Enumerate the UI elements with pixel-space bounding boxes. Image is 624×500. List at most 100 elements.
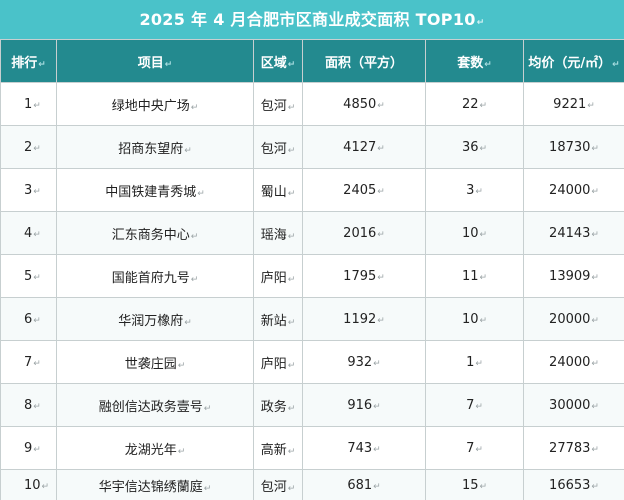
cell-project: 华润万橡府↵ [56, 297, 254, 341]
table-row: 7↵ 世袭庄园↵ 庐阳↵ 932↵ 1↵ 24000↵ [0, 340, 624, 384]
paragraph-mark-icon: ↵ [591, 481, 599, 492]
cell-project: 华宇信达锦绣蘭庭↵ [56, 469, 254, 500]
table-row: 1↵ 绿地中央广场↵ 包河↵ 4850↵ 22↵ 9221↵ [0, 82, 624, 126]
header-district: 区域↵ [253, 39, 303, 83]
cell-area: 932↵ [302, 340, 426, 384]
paragraph-mark-icon: ↵ [287, 102, 296, 113]
cell-units: 7↵ [425, 383, 524, 427]
paragraph-mark-icon: ↵ [177, 360, 186, 371]
cell-price: 24000↵ [523, 168, 624, 212]
table-title-text: 2025 年 4 月合肥市区商业成交面积 TOP10 [139, 10, 476, 29]
paragraph-mark-icon: ↵ [479, 229, 488, 240]
paragraph-mark-icon: ↵ [190, 231, 199, 242]
cell-rank: 7↵ [0, 340, 57, 384]
cell-project: 中国铁建青秀城↵ [56, 168, 254, 212]
cell-units: 36↵ [425, 125, 524, 169]
paragraph-mark-icon: ↵ [591, 401, 599, 412]
cell-price: 27783↵ [523, 426, 624, 470]
cell-rank: 5↵ [0, 254, 57, 298]
paragraph-mark-icon: ↵ [591, 358, 599, 369]
paragraph-mark-icon: ↵ [373, 401, 381, 412]
paragraph-mark-icon: ↵ [591, 143, 599, 154]
table-row: 3↵ 中国铁建青秀城↵ 蜀山↵ 2405↵ 3↵ 24000↵ [0, 168, 624, 212]
paragraph-mark-icon: ↵ [184, 317, 192, 328]
paragraph-mark-icon: ↵ [287, 231, 296, 242]
paragraph-mark-icon: ↵ [479, 143, 488, 154]
cell-project: 绿地中央广场↵ [56, 82, 254, 126]
cell-units: 3↵ [425, 168, 524, 212]
paragraph-mark-icon: ↵ [33, 100, 41, 111]
cell-units: 15↵ [425, 469, 524, 500]
cell-units: 11↵ [425, 254, 524, 298]
cell-district: 新站↵ [253, 297, 303, 341]
paragraph-mark-icon: ↵ [41, 481, 50, 492]
cell-units: 10↵ [425, 297, 524, 341]
cell-district: 蜀山↵ [253, 168, 303, 212]
paragraph-mark-icon: ↵ [33, 186, 41, 197]
table-header-row: 排行↵ 项目↵ 区域↵ 面积（平方） 套数↵ 均价（元/㎡）↵ [0, 39, 624, 83]
paragraph-mark-icon: ↵ [33, 229, 41, 240]
paragraph-mark-icon: ↵ [377, 272, 385, 283]
table-row: 6↵ 华润万橡府↵ 新站↵ 1192↵ 10↵ 20000↵ [0, 297, 624, 341]
paragraph-mark-icon: ↵ [33, 444, 41, 455]
cell-project: 汇东商务中心↵ [56, 211, 254, 255]
paragraph-mark-icon: ↵ [287, 403, 296, 414]
paragraph-mark-icon: ↵ [33, 401, 41, 412]
cell-district: 庐阳↵ [253, 254, 303, 298]
paragraph-mark-icon: ↵ [197, 188, 205, 199]
paragraph-mark-icon: ↵ [475, 444, 483, 455]
header-price: 均价（元/㎡）↵ [523, 39, 624, 83]
table-row: 8↵ 融创信达政务壹号↵ 政务↵ 916↵ 7↵ 30000↵ [0, 383, 624, 427]
cell-price: 16653↵ [523, 469, 624, 500]
paragraph-mark-icon: ↵ [377, 229, 385, 240]
paragraph-mark-icon: ↵ [38, 59, 46, 70]
paragraph-mark-icon: ↵ [203, 403, 212, 414]
paragraph-mark-icon: ↵ [591, 186, 599, 197]
cell-rank: 2↵ [0, 125, 57, 169]
cell-price: 9221↵ [523, 82, 624, 126]
paragraph-mark-icon: ↵ [33, 272, 41, 283]
cell-area: 4850↵ [302, 82, 426, 126]
paragraph-mark-icon: ↵ [33, 358, 41, 369]
paragraph-mark-icon: ↵ [479, 272, 488, 283]
table-row: 9↵ 龙湖光年↵ 高新↵ 743↵ 7↵ 27783↵ [0, 426, 624, 470]
cell-district: 包河↵ [253, 469, 303, 500]
paragraph-mark-icon: ↵ [612, 59, 620, 70]
cell-price: 30000↵ [523, 383, 624, 427]
cell-area: 681↵ [302, 469, 426, 500]
table-title: 2025 年 4 月合肥市区商业成交面积 TOP10↵ [0, 0, 624, 39]
paragraph-mark-icon: ↵ [591, 315, 599, 326]
paragraph-mark-icon: ↵ [373, 444, 381, 455]
paragraph-mark-icon: ↵ [287, 446, 296, 457]
cell-units: 22↵ [425, 82, 524, 126]
paragraph-mark-icon: ↵ [475, 358, 483, 369]
paragraph-mark-icon: ↵ [479, 315, 488, 326]
cell-project: 融创信达政务壹号↵ [56, 383, 254, 427]
cell-project: 世袭庄园↵ [56, 340, 254, 384]
header-area: 面积（平方） [302, 39, 426, 83]
cell-rank: 10↵ [0, 469, 57, 500]
cell-price: 24143↵ [523, 211, 624, 255]
cell-price: 18730↵ [523, 125, 624, 169]
paragraph-mark-icon: ↵ [287, 360, 296, 371]
header-units: 套数↵ [425, 39, 524, 83]
table-row: 10↵ 华宇信达锦绣蘭庭↵ 包河↵ 681↵ 15↵ 16653↵ [0, 469, 624, 500]
cell-price: 24000↵ [523, 340, 624, 384]
cell-area: 2016↵ [302, 211, 426, 255]
cell-area: 4127↵ [302, 125, 426, 169]
paragraph-mark-icon: ↵ [377, 100, 385, 111]
paragraph-mark-icon: ↵ [287, 317, 296, 328]
paragraph-mark-icon: ↵ [177, 446, 186, 457]
paragraph-mark-icon: ↵ [287, 145, 296, 156]
paragraph-mark-icon: ↵ [587, 100, 595, 111]
paragraph-mark-icon: ↵ [377, 143, 385, 154]
paragraph-mark-icon: ↵ [184, 145, 192, 156]
cell-rank: 9↵ [0, 426, 57, 470]
ranking-table: 排行↵ 项目↵ 区域↵ 面积（平方） 套数↵ 均价（元/㎡）↵ 1↵ 绿地中央广… [0, 39, 624, 500]
paragraph-mark-icon: ↵ [591, 272, 599, 283]
table-row: 5↵ 国能首府九号↵ 庐阳↵ 1795↵ 11↵ 13909↵ [0, 254, 624, 298]
cell-area: 1795↵ [302, 254, 426, 298]
paragraph-mark-icon: ↵ [190, 274, 199, 285]
cell-project: 国能首府九号↵ [56, 254, 254, 298]
cell-project: 招商东望府↵ [56, 125, 254, 169]
